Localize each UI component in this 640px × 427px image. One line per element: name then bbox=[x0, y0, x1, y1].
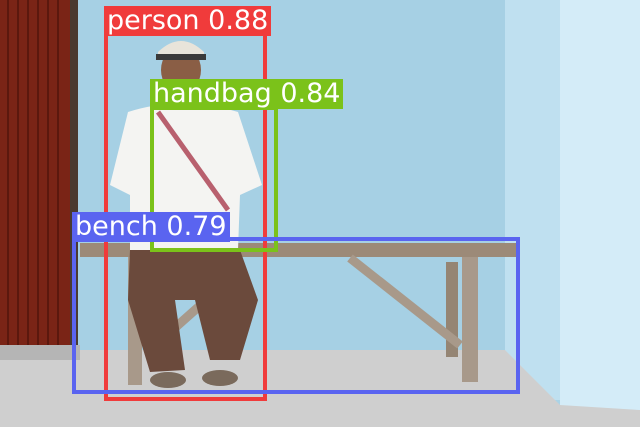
person-score: 0.88 bbox=[208, 5, 269, 36]
handbag-score: 0.84 bbox=[280, 78, 341, 109]
bench-label-text: bench bbox=[75, 211, 158, 242]
bench-score: 0.79 bbox=[166, 211, 227, 242]
handbag-label: handbag 0.84 bbox=[150, 78, 344, 109]
person-label-text: person bbox=[107, 5, 200, 36]
handbag-label-text: handbag bbox=[153, 78, 272, 109]
door bbox=[0, 0, 72, 350]
bench-bounding-box bbox=[72, 237, 520, 394]
person-label: person 0.88 bbox=[104, 5, 272, 36]
bench-label: bench 0.79 bbox=[72, 212, 230, 242]
